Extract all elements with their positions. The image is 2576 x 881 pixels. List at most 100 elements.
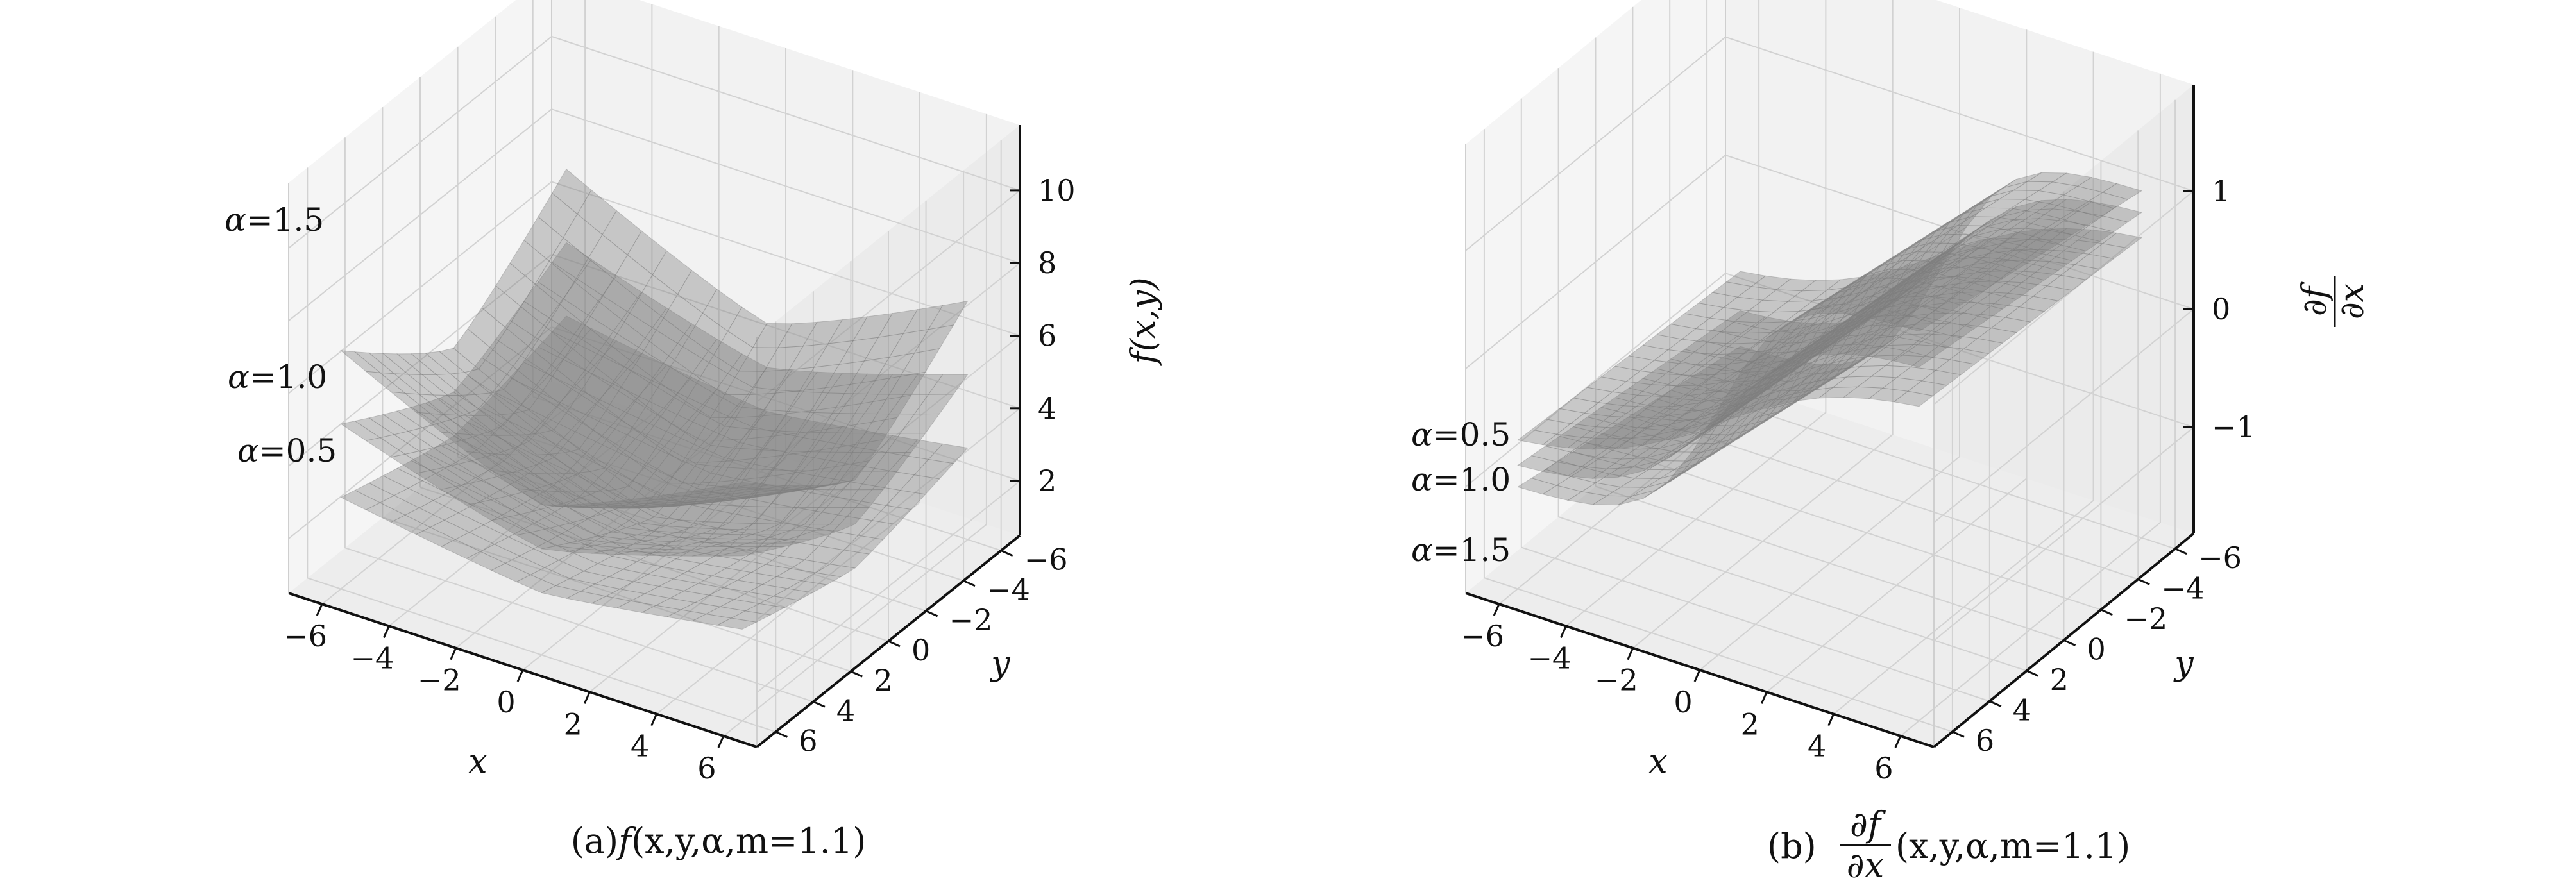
panel-a-y-tick-label-4: 2: [874, 663, 892, 698]
panel-a-surface-cell: [404, 507, 445, 528]
panel-b-surface-cell: [1678, 352, 1720, 365]
panel-b-surface-cell: [2024, 249, 2065, 262]
panel-b-surface-cell: [1951, 288, 1992, 304]
panel-b-surface-cell: [2007, 221, 2048, 237]
panel-b-surface-cell: [1885, 315, 1926, 328]
panel-a-alpha-label-1: α=1.0: [228, 358, 327, 396]
panel-a-surface-cell: [521, 521, 563, 542]
panel-a-grid-z-1: [288, 253, 1022, 621]
panel-b-surface-cell: [1813, 283, 1852, 324]
panel-b-y-tick-mark-2: [2100, 608, 2114, 616]
panel-a-surface-cell: [657, 578, 700, 592]
panel-a-surface-cell: [421, 374, 462, 396]
panel-b-surface-cell: [1949, 196, 1989, 224]
panel-a-surface-cell: [432, 394, 474, 416]
panel-b-surface-cell: [2063, 210, 2104, 226]
panel-a-surface-cell: [716, 552, 757, 557]
panel-a-surface-cell: [639, 516, 681, 526]
panel-b-surface-cell: [1692, 379, 1733, 392]
panel-b-surface-cell: [1687, 445, 1727, 462]
panel-b-surface-cell: [1784, 364, 1825, 383]
panel-a-surface-cell: [674, 419, 715, 448]
panel-b-surface-cell: [1740, 355, 1780, 372]
panel-a-surface-cell: [799, 412, 840, 433]
panel-b-surface-cell: [1965, 278, 2006, 294]
panel-a-surface-cell: [495, 320, 536, 357]
panel-a-surface-cell: [638, 274, 679, 319]
panel-a-surface-cell: [555, 542, 595, 550]
panel-a-surface-cell: [782, 507, 823, 528]
panel-a-surface-cell: [807, 425, 848, 453]
panel-a-surface-cell: [785, 387, 826, 414]
panel-a-surface-cell: [613, 311, 654, 348]
panel-a-surface-cell: [743, 487, 784, 508]
panel-b-x-tick-mark-4: [1760, 691, 1768, 704]
panel-a-surface-cell: [589, 508, 630, 530]
panel-b-surface-cell: [1722, 296, 1764, 312]
panel-a-surface-cell: [773, 539, 813, 544]
panel-b-surface-cell: [1956, 247, 1998, 259]
panel-a-surface-cell: [684, 497, 724, 502]
panel-a-surface-cell: [727, 306, 768, 348]
panel-b-surface-cell: [2018, 264, 2059, 281]
panel-b-surface-cell: [1915, 242, 1956, 253]
panel-b-surface-cell: [1806, 376, 1848, 392]
panel-b-surface-cell: [1611, 381, 1652, 396]
panel-b-surface-cell: [1749, 367, 1788, 401]
panel-a-surface-cell: [700, 555, 741, 569]
panel-a-surface-cell: [680, 602, 722, 615]
panel-a-surface-cell: [664, 537, 706, 551]
panel-b-surface-cell: [1910, 269, 1950, 289]
panel-a-surface-cell: [606, 453, 647, 482]
panel-a-surface-cell: [799, 457, 840, 478]
panel-a-surface-cell: [899, 413, 940, 434]
panel-a-surface-cell: [568, 571, 610, 585]
panel-a-surface-cell: [874, 353, 915, 382]
panel-a-surface-cell: [657, 423, 697, 463]
panel-b-surface-cell: [2012, 208, 2054, 221]
panel-a-surface-cell: [652, 364, 693, 394]
panel-a-surface-cell: [749, 409, 790, 432]
panel-b-surface-cell: [1963, 187, 2003, 215]
panel-a-surface-cell: [813, 392, 854, 414]
panel-a-z-tick-label-0: 2: [1038, 464, 1056, 498]
panel-a-surface-cell: [716, 617, 758, 630]
panel-b-surface-cell: [1706, 331, 1747, 344]
panel-a-surface-cell: [421, 423, 462, 445]
panel-a-surface-cell: [464, 369, 505, 394]
panel-b-surface-cell: [1761, 368, 1803, 382]
panel-b-surface-cell: [1846, 296, 1886, 317]
panel-b-surface-cell: [1732, 349, 1772, 401]
panel-b-surface-cell: [1745, 321, 1786, 334]
panel-b-surface-cell: [1736, 286, 1777, 301]
panel-b-surface-cell: [1887, 333, 1929, 346]
panel-a-surface-cell: [637, 530, 677, 537]
panel-a-surface-cell: [735, 392, 775, 419]
panel-a-surface-cell: [674, 336, 715, 379]
panel-b-surface-cell: [1912, 295, 1954, 308]
panel-b-x-tick-mark-6: [1894, 735, 1902, 748]
panel-a-z-tick-label-2: 6: [1038, 319, 1056, 353]
panel-b-surface-cell: [1566, 466, 1608, 479]
panel-b-surface-cell: [1874, 275, 1914, 296]
panel-a-surface-cell: [857, 417, 898, 445]
panel-b-surface-cell: [1940, 312, 1981, 326]
panel-b-surface-cell: [1779, 371, 1819, 412]
panel-a-surface-cell: [532, 507, 574, 526]
panel-a-surface-cell: [418, 500, 459, 521]
panel-a-surface-cell: [677, 376, 718, 405]
panel-a-surface-cell: [543, 560, 585, 579]
panel-b-surface-cell: [1709, 389, 1749, 408]
panel-b-surface-cell: [1954, 234, 1996, 248]
panel-a-surface-cell: [706, 550, 746, 554]
panel-a-surface-cell: [559, 333, 600, 371]
panel-a-surface-cell: [514, 473, 555, 495]
panel-a-surface-cell: [777, 321, 818, 348]
panel-a-surface-cell: [415, 526, 456, 548]
panel-a-surface-cell: [609, 506, 648, 509]
panel-b-surface-cell: [1622, 456, 1664, 470]
panel-b-surface-cell: [1976, 327, 2017, 344]
panel-a-surface-cell: [804, 545, 845, 565]
panel-b-surface-cell: [2076, 201, 2118, 217]
panel-b-surface-cell: [1954, 301, 1996, 315]
